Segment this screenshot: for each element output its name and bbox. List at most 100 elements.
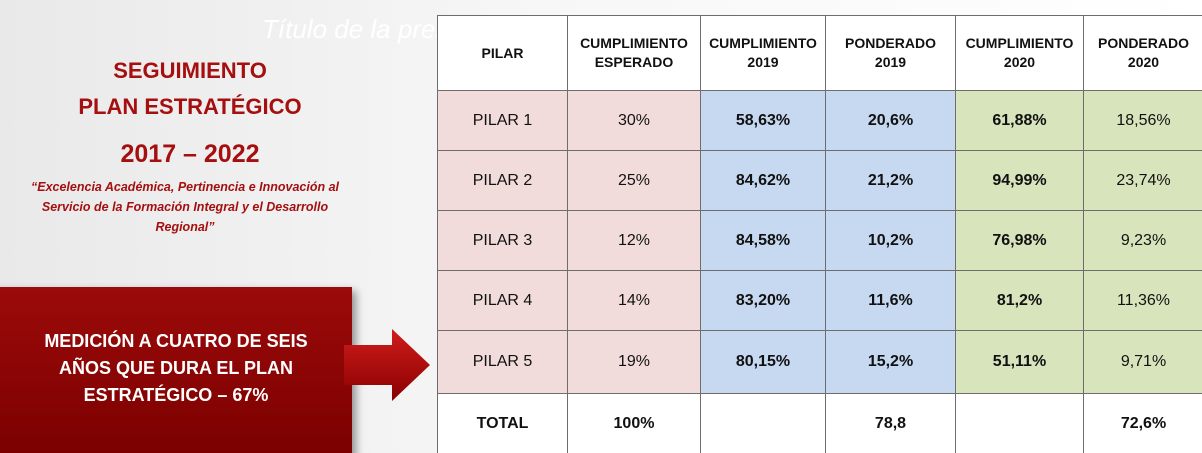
table-cell: 61,88% (955, 90, 1084, 151)
cell-text: 51,11% (992, 353, 1047, 370)
title-line: SEGUIMIENTO (113, 58, 267, 83)
cell-text: 15,2% (867, 353, 914, 370)
header-cell: CUMPLIMIENTO ESPERADO (567, 15, 701, 91)
cell-text: 84,62% (735, 171, 791, 189)
table-cell: 58,63% (700, 90, 826, 151)
table-cell: 84,58% (700, 210, 826, 271)
cell-text: 2020 (1003, 54, 1036, 70)
header-cell: PONDERADO 2020 (1083, 15, 1202, 91)
table-cell: 20,6% (825, 90, 956, 151)
cell-text: 10,2% (867, 231, 914, 249)
table-cell: PILAR 5 (437, 330, 568, 394)
cell-text: 30% (617, 111, 651, 129)
table-cell: 81,2% (955, 270, 1084, 331)
table-cell: 15,2% (825, 330, 956, 394)
header-cell: PONDERADO 2019 (825, 15, 956, 91)
table-cell: 76,98% (955, 210, 1084, 271)
table-cell: 80,15% (700, 330, 826, 394)
table-cell: 94,99% (955, 150, 1084, 211)
title-line: 2017 – 2022 (120, 140, 260, 168)
cell-text: 14% (617, 291, 651, 309)
cell-text: 11,6% (868, 291, 913, 309)
table-cell: PILAR 2 (437, 150, 568, 211)
quote-line: Regional” (155, 220, 215, 234)
cell-text: 2020 (1127, 54, 1160, 70)
cell-text: 2019 (747, 54, 779, 70)
cell-text: 80,15% (735, 353, 791, 370)
cell-text: 84,58% (735, 231, 791, 249)
table-cell: 21,2% (825, 150, 956, 211)
quote-line: Servicio de la Formación Integral y el D… (41, 200, 329, 214)
total-cell: 100% (567, 393, 701, 453)
table-cell: PILAR 3 (437, 210, 568, 271)
table-cell: 9,23% (1083, 210, 1202, 271)
cell-text: PILAR 1 (472, 111, 533, 129)
cell-text: 72,6% (1120, 415, 1167, 432)
table-cell: 9,71% (1083, 330, 1202, 394)
table-cell: 84,62% (700, 150, 826, 211)
cell-text: 20,6% (867, 111, 914, 129)
cell-text: 21,2% (867, 171, 914, 189)
box-line: AÑOS QUE DURA EL PLAN (58, 358, 294, 378)
cell-text: PILAR 5 (472, 353, 533, 370)
total-cell: TOTAL (437, 393, 568, 453)
table-cell: PILAR 4 (437, 270, 568, 331)
cell-text: 76,98% (992, 231, 1047, 249)
box-line: ESTRATÉGICO – 67% (83, 385, 269, 405)
header-cell: CUMPLIMIENTO 2019 (700, 15, 826, 91)
total-cell: 72,6% (1083, 393, 1202, 453)
arrow (344, 329, 430, 401)
table-cell: 10,2% (825, 210, 956, 271)
cell-text: 18,56% (1116, 111, 1171, 129)
cell-text: 100% (613, 415, 655, 432)
total-cell: 78,8 (825, 393, 956, 453)
table-cell: 11,6% (825, 270, 956, 331)
cell-text: 9,23% (1120, 231, 1167, 249)
cell-text: 58,63% (735, 111, 791, 129)
cell-text: PILAR (481, 44, 524, 61)
cell-text: 19% (617, 353, 651, 370)
cell-text: 9,71% (1120, 353, 1167, 370)
header-cell: PILAR (437, 15, 568, 91)
cell-text: PONDERADO (1097, 35, 1189, 51)
table-cell: PILAR 1 (437, 90, 568, 151)
cell-text: 25% (617, 171, 651, 189)
cell-text: 11,36% (1116, 291, 1171, 309)
table-cell: 30% (567, 90, 701, 151)
cell-text: ESPERADO (594, 54, 674, 70)
cell-text: PILAR 3 (472, 231, 533, 249)
table-cell: 11,36% (1083, 270, 1202, 331)
watermark: Título de la pres (262, 14, 449, 44)
cell-text: 83,20% (735, 291, 791, 309)
header-cell: CUMPLIMIENTO 2020 (955, 15, 1084, 91)
table-cell: 51,11% (955, 330, 1084, 394)
cell-text: CUMPLIMIENTO (965, 35, 1074, 51)
quote-line: “Excelencia Académica, Pertinencia e Inn… (30, 180, 339, 194)
cell-text: 78,8 (874, 415, 907, 432)
cell-text: PONDERADO (844, 35, 936, 51)
arrow-shape (344, 329, 430, 401)
table-cell: 12% (567, 210, 701, 271)
cell-text: 94,99% (992, 171, 1047, 189)
table-cell: 25% (567, 150, 701, 211)
table-cell: 14% (567, 270, 701, 331)
cell-text: 23,74% (1116, 171, 1171, 189)
table-cell: 83,20% (700, 270, 826, 331)
cell-text: 12% (617, 231, 651, 249)
total-cell (955, 393, 1084, 453)
table-cell: 19% (567, 330, 701, 394)
cell-text: 61,88% (992, 111, 1047, 129)
cell-text: CUMPLIMIENTO (580, 35, 688, 51)
cell-text: CUMPLIMIENTO (709, 35, 817, 51)
table-cell: 18,56% (1083, 90, 1202, 151)
title-line: PLAN ESTRATÉGICO (78, 94, 302, 119)
highlight-box (0, 287, 352, 453)
cell-text: 2019 (874, 54, 907, 70)
table-cell: 23,74% (1083, 150, 1202, 211)
box-line: MEDICIÓN A CUATRO DE SEIS (44, 331, 308, 351)
cell-text: PILAR 4 (472, 291, 533, 309)
cell-text: PILAR 2 (472, 171, 533, 189)
total-cell (700, 393, 826, 453)
cell-text: 81,2% (996, 291, 1043, 309)
